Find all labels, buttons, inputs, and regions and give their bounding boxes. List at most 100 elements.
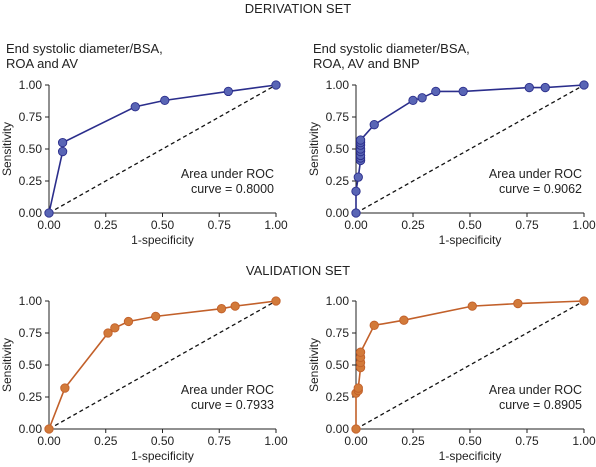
roc-data-point xyxy=(271,80,281,90)
y-tick-label: 0.75 xyxy=(326,110,350,124)
y-tick-label: 0.25 xyxy=(326,174,350,188)
y-tick-label: 0.75 xyxy=(19,326,43,340)
roc-data-point xyxy=(351,208,361,218)
x-tick-label: 1.00 xyxy=(572,434,596,448)
auc-annotation-line: curve = 0.7933 xyxy=(191,398,274,412)
y-tick-label: 1.00 xyxy=(19,78,43,92)
y-tick-label: 0.00 xyxy=(326,422,350,436)
roc-data-point xyxy=(110,323,120,333)
roc-data-point xyxy=(216,304,227,314)
y-tick-label: 0.50 xyxy=(326,142,350,156)
reference-diagonal-line xyxy=(48,84,277,214)
auc-annotation-line: curve = 0.8000 xyxy=(191,182,274,196)
y-tick-label: 0.00 xyxy=(19,422,43,436)
reference-diagonal-line xyxy=(355,300,585,430)
roc-panel-validation-left: 0.00 0.25 0.50 0.75 1.00 0.00 0.25 0.50 0.75 1.00… xyxy=(0,294,288,463)
roc-data-point xyxy=(44,208,54,218)
roc-data-point xyxy=(513,298,523,309)
x-tick-label: 0.75 xyxy=(208,434,232,448)
x-tick-label: 0.00 xyxy=(344,218,368,232)
roc-data-point xyxy=(355,135,366,145)
roc-data-point xyxy=(408,95,418,106)
roc-data-point xyxy=(467,301,477,311)
y-tick-label: 0.50 xyxy=(326,358,350,372)
roc-data-point xyxy=(351,424,361,434)
y-tick-label: 0.25 xyxy=(19,390,43,404)
reference-diagonal-line xyxy=(355,84,585,214)
x-tick-label: 0.00 xyxy=(37,434,61,448)
y-tick-label: 0.25 xyxy=(326,390,350,404)
x-tick-label: 0.25 xyxy=(401,218,425,232)
roc-panel-derivation-right: 0.00 0.25 0.50 0.75 1.00 0.00 0.25 0.50 0.75 1.00… xyxy=(307,41,596,247)
y-axis-label: Sensitivity xyxy=(0,338,14,392)
roc-data-point xyxy=(579,296,589,306)
roc-data-point xyxy=(355,347,366,357)
roc-data-point xyxy=(351,186,361,196)
y-tick-label: 0.75 xyxy=(19,110,43,124)
roc-panel-validation-right: 0.00 0.25 0.50 0.75 1.00 0.00 0.25 0.50 0.75 1.00… xyxy=(307,294,596,463)
y-axis-label: Sensitivity xyxy=(307,338,321,392)
roc-data-point xyxy=(130,102,140,112)
y-tick-label: 1.00 xyxy=(326,294,350,308)
x-tick-label: 0.25 xyxy=(94,434,118,448)
roc-data-point xyxy=(369,120,379,130)
y-axis-label: Sensitivity xyxy=(0,122,14,176)
x-tick-label: 0.50 xyxy=(458,218,482,232)
x-axis-label: 1-specificity xyxy=(131,233,194,247)
x-tick-label: 0.50 xyxy=(151,434,175,448)
x-tick-label: 0.25 xyxy=(401,434,425,448)
x-tick-label: 1.00 xyxy=(264,218,288,232)
x-tick-label: 0.00 xyxy=(344,434,368,448)
x-tick-label: 0.00 xyxy=(37,218,61,232)
roc-data-point xyxy=(230,301,240,311)
y-tick-label: 0.00 xyxy=(19,206,43,220)
panel-title-line: ROA, AV and BNP xyxy=(313,56,420,71)
section-title-validation: VALIDATION SET xyxy=(246,263,350,278)
auc-annotation-line: Area under ROC xyxy=(181,383,274,397)
roc-data-point xyxy=(579,80,589,90)
auc-annotation-line: Area under ROC xyxy=(489,383,582,397)
x-axis-label: 1-specificity xyxy=(439,449,502,463)
roc-data-point xyxy=(44,424,54,434)
x-tick-label: 1.00 xyxy=(264,434,288,448)
panel-title-line: End systolic diameter/BSA, xyxy=(6,41,163,56)
roc-data-point xyxy=(103,328,113,338)
y-tick-label: 1.00 xyxy=(19,294,43,308)
x-axis-label: 1-specificity xyxy=(131,449,194,463)
auc-annotation-line: Area under ROC xyxy=(181,167,274,181)
y-tick-label: 0.50 xyxy=(19,142,43,156)
y-axis-label: Sensitivity xyxy=(307,122,321,176)
roc-data-point xyxy=(524,82,534,93)
x-tick-label: 0.25 xyxy=(94,218,118,232)
roc-data-point xyxy=(57,137,68,148)
auc-annotation-line: curve = 0.8905 xyxy=(499,398,582,412)
roc-data-point xyxy=(223,86,233,97)
x-tick-label: 0.50 xyxy=(458,434,482,448)
panel-title-line: ROA and AV xyxy=(6,56,78,71)
roc-data-point xyxy=(151,311,161,322)
roc-data-point xyxy=(123,316,134,327)
y-tick-label: 0.25 xyxy=(19,174,43,188)
roc-data-point xyxy=(353,172,363,182)
roc-data-point xyxy=(57,146,68,157)
roc-data-point xyxy=(60,383,70,393)
roc-data-point xyxy=(431,86,441,97)
x-tick-label: 0.75 xyxy=(208,218,232,232)
roc-data-point xyxy=(353,383,363,393)
y-tick-label: 0.50 xyxy=(19,358,43,372)
auc-annotation-line: Area under ROC xyxy=(489,167,582,181)
roc-panel-derivation-left: 0.00 0.25 0.50 0.75 1.00 0.00 0.25 0.50 0.75 1.00… xyxy=(0,41,288,247)
y-tick-label: 1.00 xyxy=(326,78,350,92)
roc-data-point xyxy=(399,315,409,325)
roc-data-point xyxy=(369,320,379,330)
roc-data-point xyxy=(271,296,281,306)
x-tick-label: 1.00 xyxy=(572,218,596,232)
reference-diagonal-line xyxy=(48,300,277,430)
section-title-derivation: DERIVATION SET xyxy=(245,1,351,16)
y-tick-label: 0.75 xyxy=(326,326,350,340)
roc-data-point xyxy=(458,86,468,97)
y-tick-label: 0.00 xyxy=(326,206,350,220)
x-axis-label: 1-specificity xyxy=(439,233,502,247)
roc-data-point xyxy=(417,93,427,103)
